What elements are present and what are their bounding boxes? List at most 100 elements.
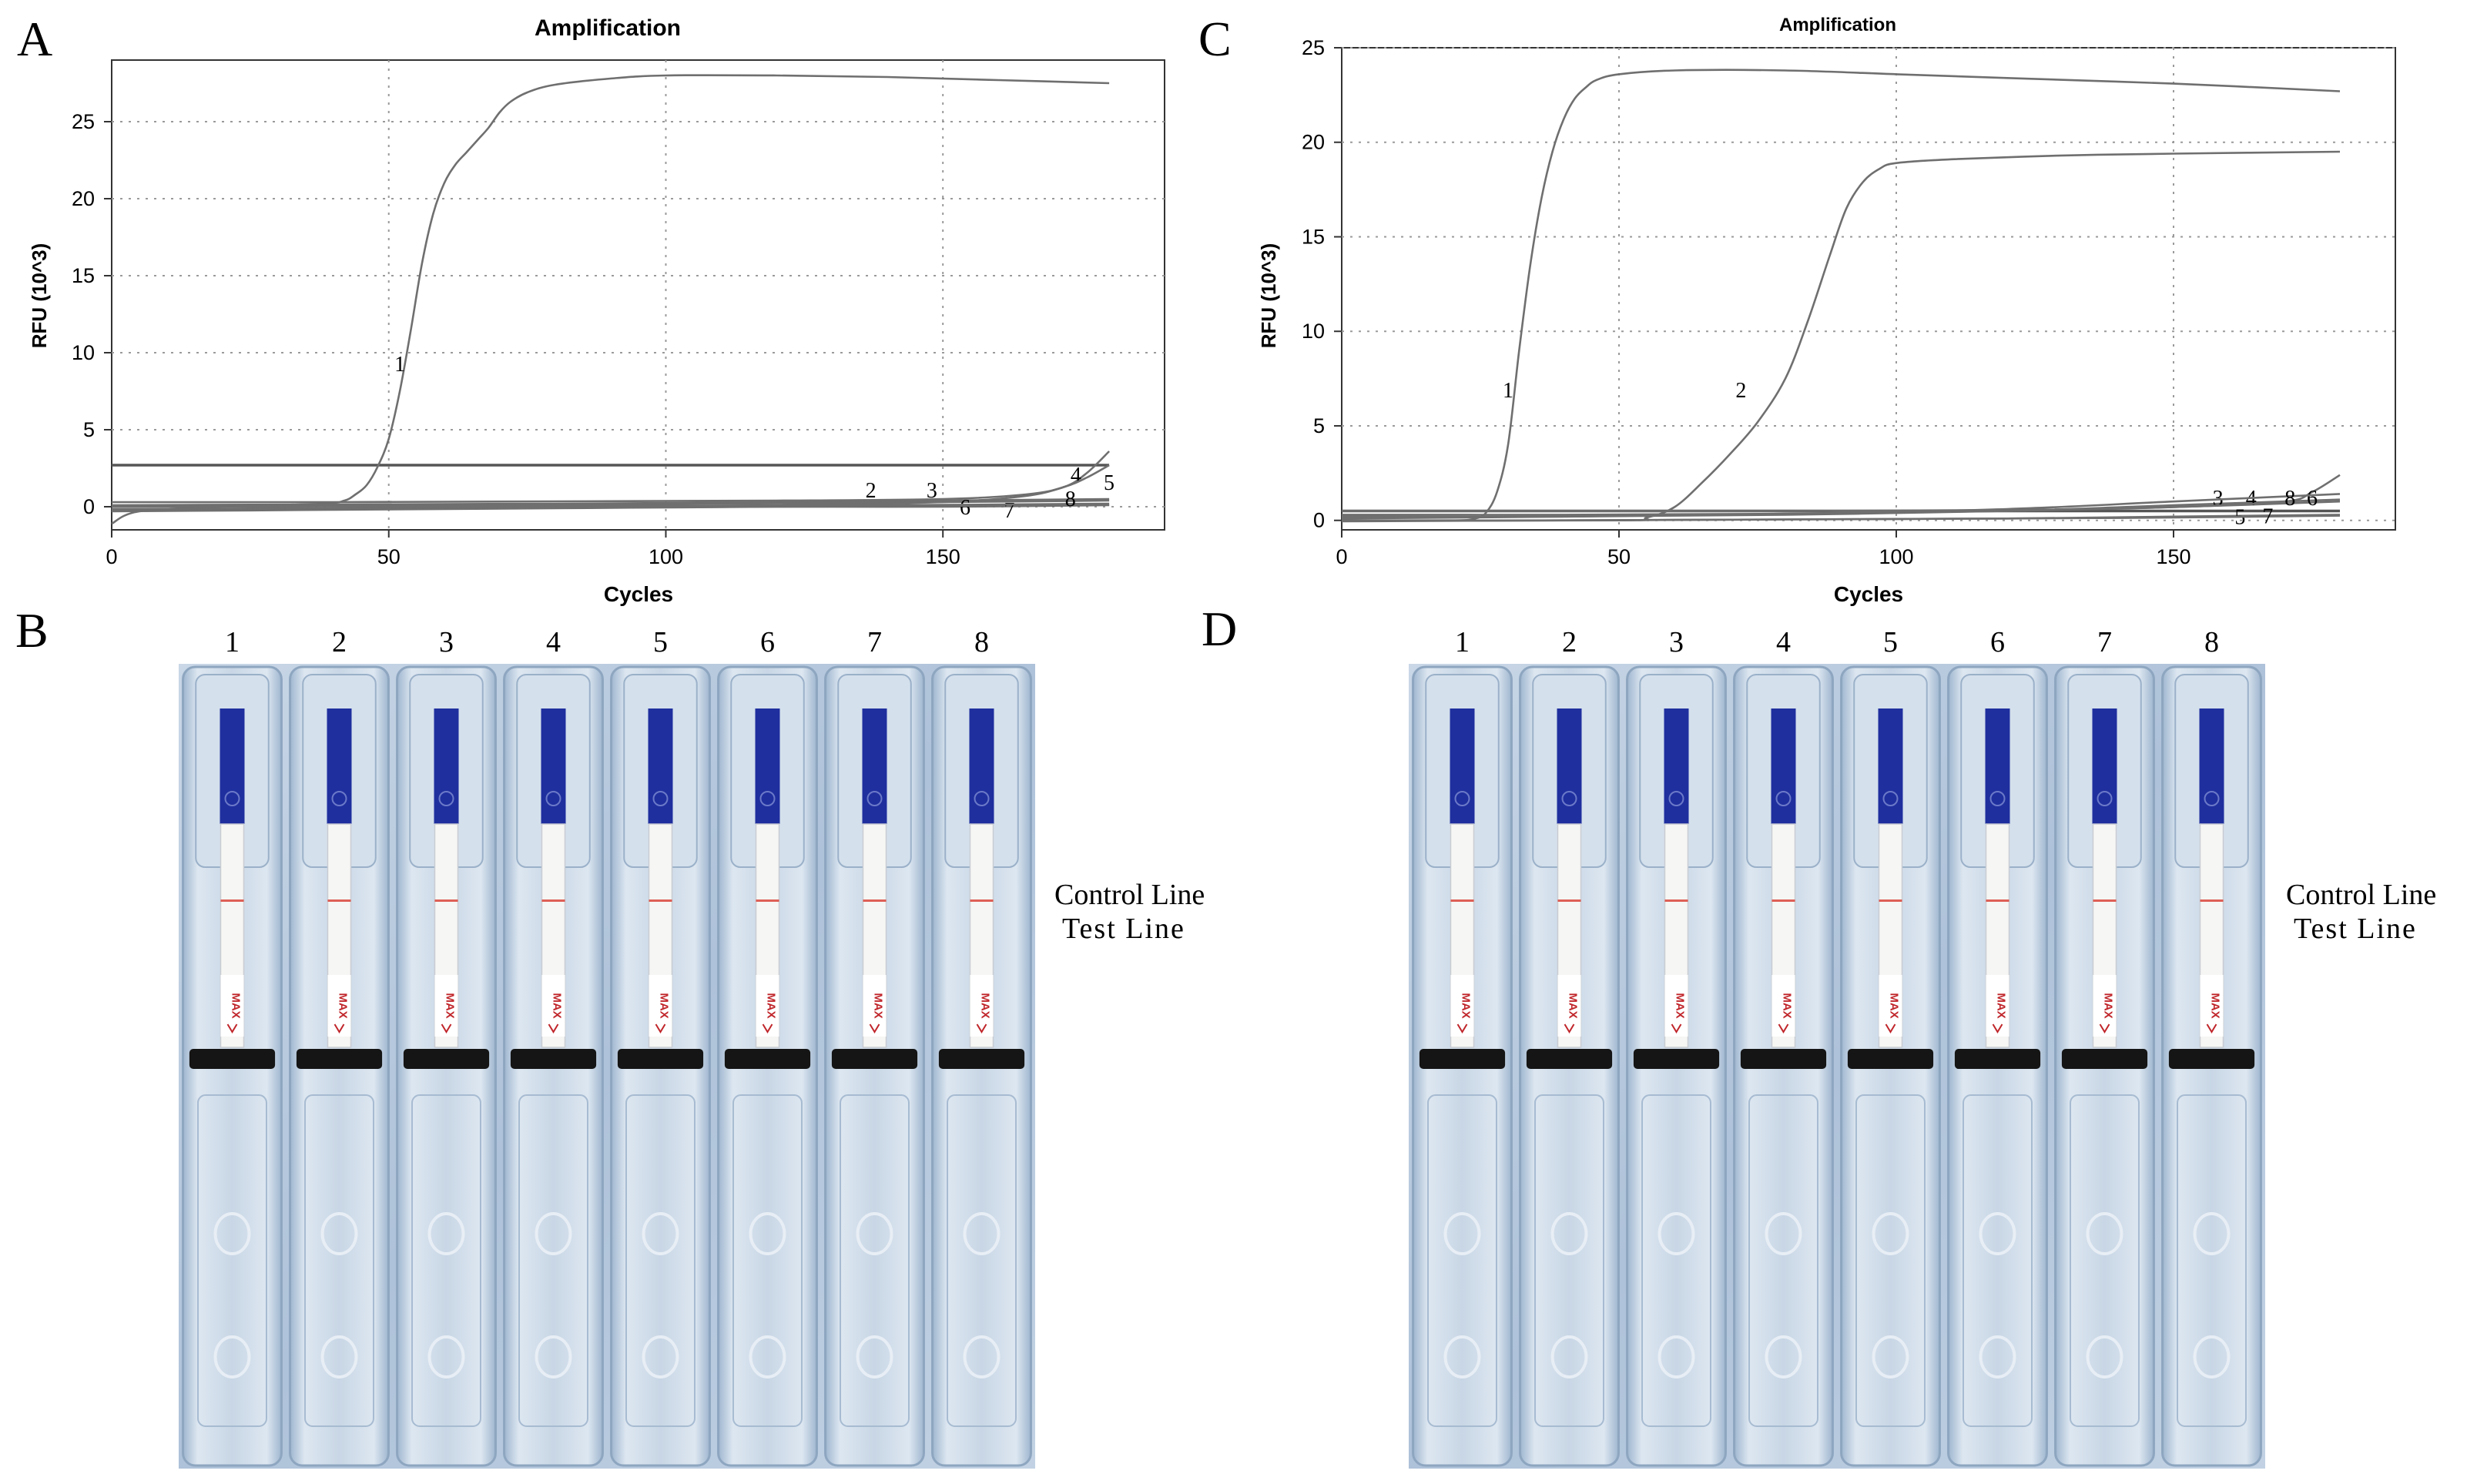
lane-number: 5: [653, 626, 668, 658]
sample-pad: [1557, 709, 1582, 824]
sample-pad: [1771, 709, 1796, 824]
lower-chamber: [625, 1094, 696, 1427]
reagent-bubble: [320, 1335, 358, 1378]
pad-marker: [224, 791, 240, 806]
reagent-bubble: [1658, 1212, 1695, 1255]
strip-label: [220, 975, 244, 1037]
series-label-1: 1: [394, 353, 405, 377]
series-line-1: [111, 74, 1110, 525]
label-max-text: MAX: [2209, 993, 2222, 1018]
cassette-seal: [189, 1049, 276, 1069]
y-tick-label: 0: [83, 495, 95, 518]
panel-b: B 1 MAX 2 MAX 3 MAX 4 MAX 5 MAX 6 MAX 7 MAX 8 MAX Contr…: [15, 603, 1205, 1469]
control-line-band: [1664, 899, 1688, 902]
lower-chamber: [1963, 1094, 2033, 1427]
arrow-down-icon: [762, 1023, 773, 1033]
cassette-seal: [1419, 1049, 1506, 1069]
arrow-down-icon: [548, 1023, 559, 1033]
label-max-text: MAX: [337, 993, 350, 1018]
test-strip-cassette: MAX: [1947, 665, 2048, 1467]
sample-pad: [1664, 709, 1689, 824]
pad-marker: [759, 791, 776, 806]
x-tick-label: 150: [2156, 545, 2190, 568]
reagent-bubble: [2193, 1212, 2231, 1255]
test-strip-cassette: MAX: [182, 665, 283, 1467]
reagent-bubble: [1443, 1335, 1481, 1378]
reagent-bubble: [1550, 1335, 1588, 1378]
label-max-text: MAX: [1674, 993, 1687, 1018]
lower-chamber: [947, 1094, 1017, 1427]
x-tick-label: 100: [1879, 545, 1913, 568]
pad-marker: [2204, 791, 2220, 806]
control-line-band: [2200, 899, 2224, 902]
control-line-band: [1557, 899, 1581, 902]
lane-number: 1: [225, 626, 240, 658]
control-line-band: [1879, 899, 1902, 902]
cassette-seal: [1954, 1049, 2041, 1069]
y-tick-label: 5: [1313, 414, 1325, 437]
test-strip-cassette: MAX: [1626, 665, 1727, 1467]
control-line-band: [327, 899, 351, 902]
lower-chamber: [1855, 1094, 1926, 1427]
pad-marker: [866, 791, 883, 806]
test-strip-cassette: MAX: [931, 665, 1032, 1467]
y-tick-label: 15: [72, 264, 95, 287]
strip-label: [327, 975, 351, 1037]
series-line-8: [111, 502, 1110, 508]
chart-title: Amplification: [535, 15, 681, 41]
reagent-bubble: [749, 1212, 786, 1255]
reagent-bubble: [213, 1212, 251, 1255]
arrow-down-icon: [869, 1023, 880, 1033]
y-axis-label: RFU (10^3): [28, 243, 51, 349]
strip-label: [1664, 975, 1688, 1037]
reagent-bubble: [1979, 1335, 2016, 1378]
cassette-seal: [1633, 1049, 1720, 1069]
control-line-band: [970, 899, 994, 902]
sample-pad: [2092, 709, 2117, 824]
cassette-seal: [724, 1049, 811, 1069]
cassette-seal: [2168, 1049, 2255, 1069]
lane-number: 8: [974, 626, 989, 658]
series-line-7: [1341, 514, 2341, 522]
label-max-text: MAX: [979, 993, 992, 1018]
series-label-8: 8: [1065, 487, 1076, 511]
label-max-text: MAX: [765, 993, 778, 1018]
label-max-text: MAX: [872, 993, 885, 1018]
cassette-seal: [2061, 1049, 2148, 1069]
lane-number: 7: [2097, 626, 2112, 658]
strip-label: [541, 975, 565, 1037]
cassette-seal: [1526, 1049, 1613, 1069]
strip-label: [1771, 975, 1795, 1037]
arrow-down-icon: [1671, 1023, 1682, 1033]
pad-marker: [652, 791, 669, 806]
sample-pad: [1878, 709, 1903, 824]
pad-marker: [545, 791, 561, 806]
reagent-bubble: [2193, 1335, 2231, 1378]
lane-number: 4: [546, 626, 561, 658]
strip-label: [1557, 975, 1581, 1037]
strip-label: [2200, 975, 2224, 1037]
test-strip-cassette: MAX: [289, 665, 390, 1467]
sample-pad: [541, 709, 566, 824]
arrow-down-icon: [1992, 1023, 2003, 1033]
cassette-seal: [1847, 1049, 1934, 1069]
control-line-label: Control Line: [1054, 879, 1205, 911]
sample-pad: [1450, 709, 1475, 824]
x-tick-label: 50: [1607, 545, 1631, 568]
panel-letter-b: B: [15, 603, 49, 658]
lane-number: 2: [1562, 626, 1577, 658]
reagent-bubble: [1658, 1335, 1695, 1378]
sample-pad: [434, 709, 459, 824]
y-axis-label: RFU (10^3): [1257, 243, 1280, 349]
lane-number: 3: [439, 626, 454, 658]
label-max-text: MAX: [444, 993, 457, 1018]
series-label-2: 2: [1735, 379, 1746, 403]
strip-label: [1450, 975, 1474, 1037]
strip-tray-d: 1 MAX 2 MAX 3 MAX 4 MAX 5 MAX 6 MAX 7 MAX 8 MAX: [1409, 626, 2265, 1469]
arrow-down-icon: [1456, 1023, 1468, 1033]
control-line-band: [1450, 899, 1474, 902]
pad-marker: [1561, 791, 1577, 806]
strip-label: [756, 975, 779, 1037]
reagent-bubble: [535, 1335, 572, 1378]
y-tick-label: 20: [1302, 131, 1325, 154]
